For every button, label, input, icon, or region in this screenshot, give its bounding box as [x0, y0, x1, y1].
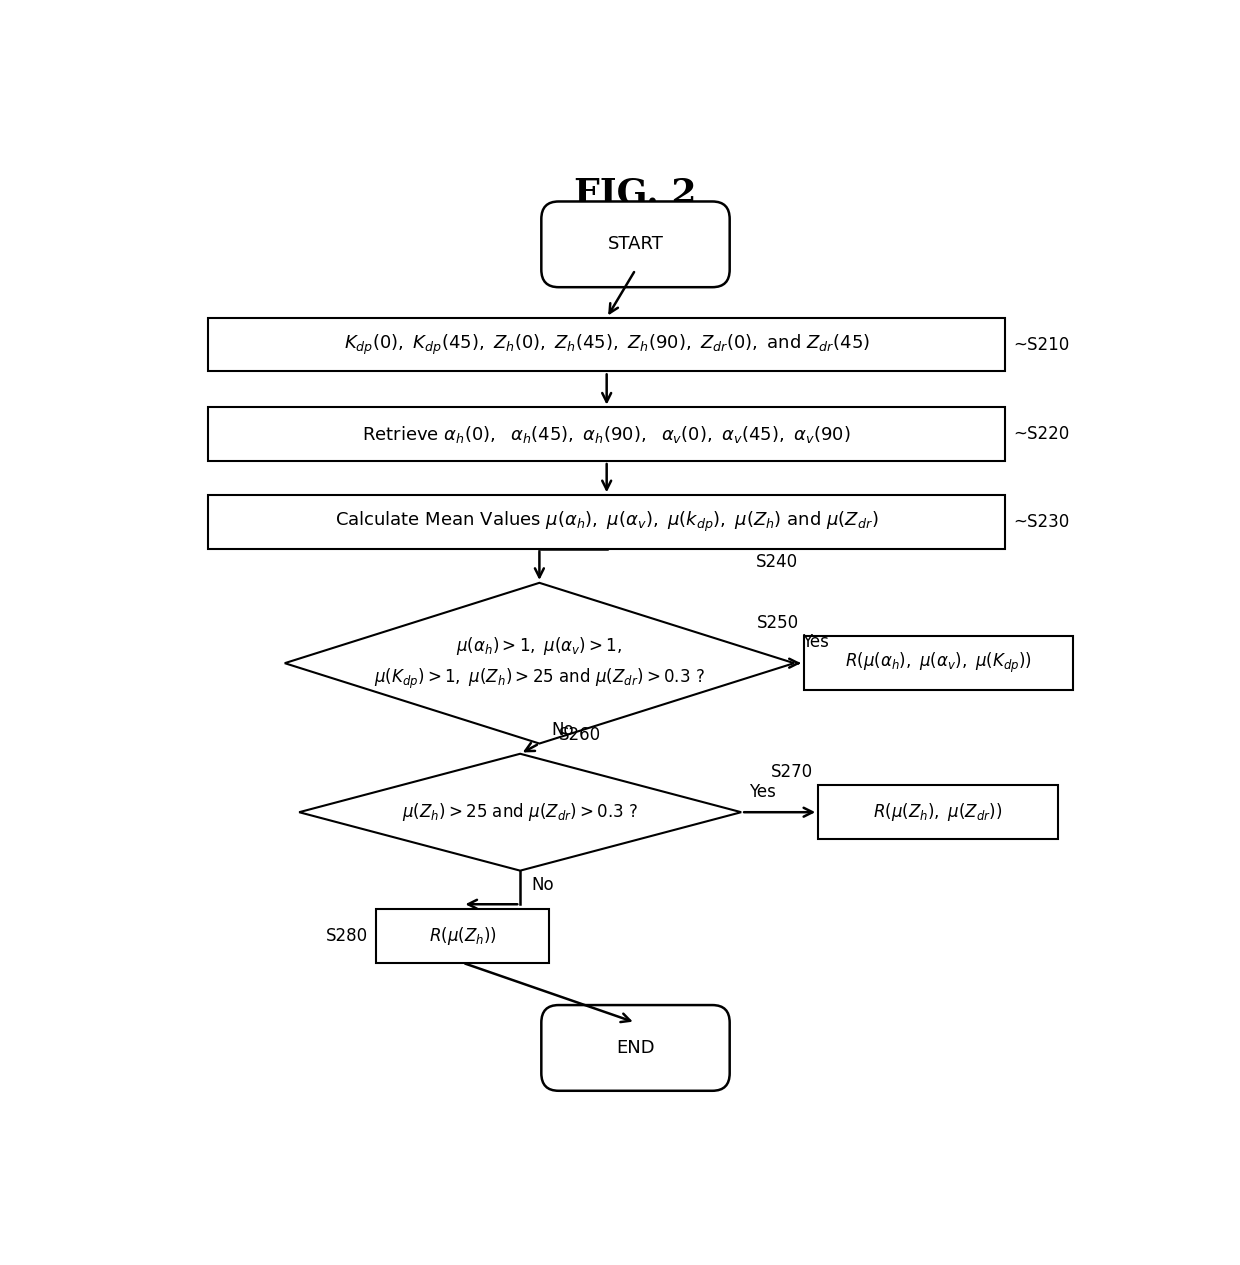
Text: $K_{dp}(0),\ K_{dp}(45),\ Z_{h}(0),\ Z_{h}(45),\ Z_{h}(90),\ Z_{dr}(0),\ \mathrm: $K_{dp}(0),\ K_{dp}(45),\ Z_{h}(0),\ Z_{… [343, 333, 869, 357]
Text: $\mu(\alpha_{h})>1,\ \mu(\alpha_{v})>1,$
$\mu(K_{dp})>1,\ \mu(Z_{h})>25\ \mathrm: $\mu(\alpha_{h})>1,\ \mu(\alpha_{v})>1,$… [374, 635, 704, 691]
Text: No: No [551, 721, 574, 739]
Bar [208, 495, 1006, 549]
Text: ~S220: ~S220 [1013, 425, 1069, 443]
Text: ~S230: ~S230 [1013, 512, 1069, 531]
Bar [208, 407, 1006, 460]
Text: FIG. 2: FIG. 2 [574, 176, 697, 210]
Polygon shape [299, 754, 742, 870]
Bar [376, 910, 549, 963]
Text: S260: S260 [558, 726, 600, 744]
Text: $R(\mu(Z_{h}),\ \mu(Z_{dr}))$: $R(\mu(Z_{h}),\ \mu(Z_{dr}))$ [873, 801, 1003, 824]
Text: START: START [608, 235, 663, 253]
Text: $R(\mu(Z_{h}))$: $R(\mu(Z_{h}))$ [429, 925, 496, 947]
Bar [804, 636, 1073, 689]
FancyBboxPatch shape [542, 1006, 729, 1090]
Text: $R(\mu(\alpha_{h}),\ \mu(\alpha_{v}),\ \mu(K_{dp}))$: $R(\mu(\alpha_{h}),\ \mu(\alpha_{v}),\ \… [844, 651, 1032, 676]
Text: S280: S280 [326, 927, 368, 945]
Text: Yes: Yes [749, 783, 776, 801]
Text: ~S210: ~S210 [1013, 335, 1069, 354]
Text: S270: S270 [771, 763, 813, 781]
Text: END: END [616, 1039, 655, 1058]
Text: No: No [532, 875, 554, 893]
Text: S240: S240 [755, 553, 797, 571]
Text: Yes: Yes [802, 634, 828, 651]
Text: $\mathrm{Retrieve}\ \alpha_{h}(0),\ \ \alpha_{h}(45),\ \alpha_{h}(90),\ \ \alpha: $\mathrm{Retrieve}\ \alpha_{h}(0),\ \ \a… [362, 424, 851, 445]
Text: $\mu(Z_{h})>25\ \mathrm{and}\ \mu(Z_{dr})>0.3\ ?$: $\mu(Z_{h})>25\ \mathrm{and}\ \mu(Z_{dr}… [402, 801, 639, 824]
Polygon shape [285, 583, 794, 744]
FancyBboxPatch shape [542, 201, 729, 287]
Bar [208, 318, 1006, 372]
Text: S250: S250 [756, 614, 799, 631]
Text: $\mathrm{Calculate\ Mean\ Values}\ \mu(\alpha_{h}),\ \mu(\alpha_{v}),\ \mu(k_{dp: $\mathrm{Calculate\ Mean\ Values}\ \mu(\… [335, 510, 878, 534]
Bar [818, 786, 1058, 839]
